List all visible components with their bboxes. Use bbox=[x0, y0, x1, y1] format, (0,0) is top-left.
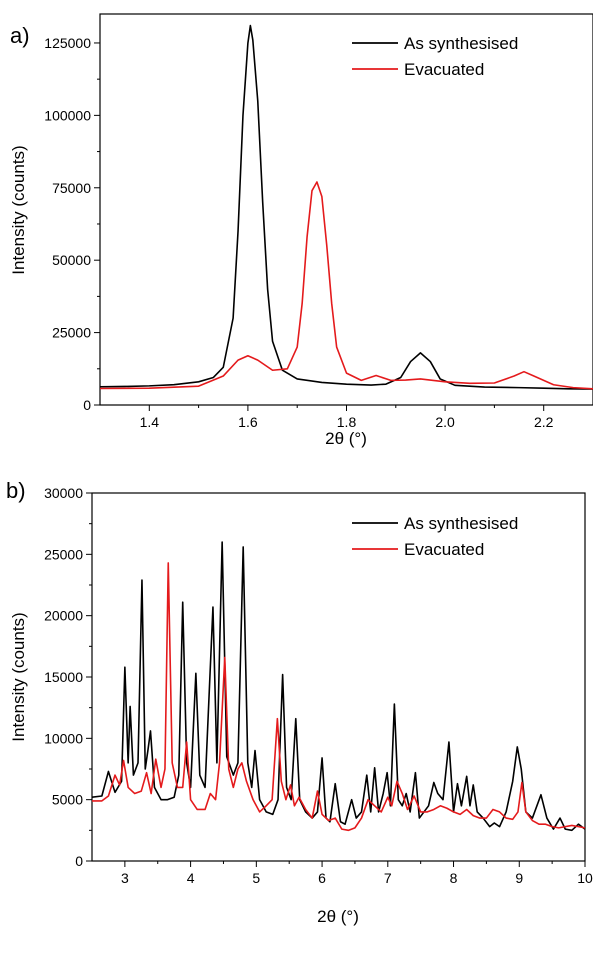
panel-a-series-evacuated bbox=[100, 181, 593, 390]
panel-a-label: a) bbox=[10, 23, 30, 48]
panel-a-legend-label-as-synthesised: As synthesised bbox=[404, 34, 518, 53]
panel-b-x-tick-label: 8 bbox=[450, 870, 458, 886]
panel-b-y-axis-label: Intensity (counts) bbox=[9, 612, 28, 741]
panel-b-curves bbox=[92, 541, 585, 832]
panel-a-curves bbox=[100, 24, 593, 390]
panel-a: a) 1.4 1.6 1.8 2.0 2.2 0 25000 50000 75000 100000… bbox=[9, 13, 593, 448]
panel-a-y-tick-label: 50000 bbox=[52, 252, 91, 268]
panel-a-series-as-synthesised bbox=[100, 24, 593, 390]
panel-a-x-tick-label: 2.2 bbox=[534, 414, 554, 430]
panel-b-x-tick-label: 3 bbox=[121, 870, 129, 886]
panel-a-y-tick-label: 75000 bbox=[52, 180, 91, 196]
panel-a-legend-label-evacuated: Evacuated bbox=[404, 60, 484, 79]
panel-b-y-tick-label: 10000 bbox=[44, 730, 83, 746]
panel-b-x-tick-label: 4 bbox=[187, 870, 195, 886]
panel-a-y-axis-label: Intensity (counts) bbox=[9, 145, 28, 274]
panel-a-plot-frame bbox=[99, 13, 593, 406]
panel-a-x-tick-label: 2.0 bbox=[435, 414, 455, 430]
panel-b-legend: As synthesised Evacuated bbox=[352, 514, 518, 559]
panel-a-y-tick-label: 100000 bbox=[44, 107, 91, 123]
panel-b: b) 3 4 5 6 7 8 9 10 0 5000 10000 15000 20000 25000 300… bbox=[6, 478, 593, 926]
panel-b-y-tick-label: 20000 bbox=[44, 608, 83, 624]
panel-b-series-as-synthesised bbox=[92, 541, 585, 832]
panel-b-x-tick-label: 6 bbox=[318, 870, 326, 886]
panel-a-x-axis-label: 2θ (°) bbox=[325, 429, 367, 448]
panel-b-y-tick-label: 25000 bbox=[44, 546, 83, 562]
panel-a-x-tick-label: 1.6 bbox=[238, 414, 258, 430]
panel-b-legend-label-as-synthesised: As synthesised bbox=[404, 514, 518, 533]
panel-a-ticks: 1.4 1.6 1.8 2.0 2.2 0 25000 50000 75000 100000 125… bbox=[44, 35, 553, 430]
panel-b-y-tick-label: 5000 bbox=[52, 792, 83, 808]
panel-a-legend: As synthesised Evacuated bbox=[352, 34, 518, 79]
panel-b-ticks: 3 4 5 6 7 8 9 10 0 5000 10000 15000 20000 25000 30000 bbox=[44, 485, 593, 886]
panel-b-x-tick-label: 7 bbox=[384, 870, 392, 886]
panel-b-series-evacuated bbox=[92, 562, 585, 832]
panel-b-x-tick-label: 10 bbox=[577, 870, 593, 886]
panel-a-y-tick-label: 0 bbox=[83, 397, 91, 413]
panel-b-x-tick-label: 9 bbox=[515, 870, 523, 886]
panel-a-y-tick-label: 25000 bbox=[52, 325, 91, 341]
panel-b-x-axis-label: 2θ (°) bbox=[317, 907, 359, 926]
panel-a-x-tick-label: 1.8 bbox=[337, 414, 357, 430]
panel-a-x-tick-label: 1.4 bbox=[140, 414, 160, 430]
panel-b-y-tick-label: 15000 bbox=[44, 669, 83, 685]
panel-b-y-tick-label: 30000 bbox=[44, 485, 83, 501]
panel-b-x-tick-label: 5 bbox=[252, 870, 260, 886]
panel-b-label: b) bbox=[6, 478, 26, 503]
panel-b-legend-label-evacuated: Evacuated bbox=[404, 540, 484, 559]
panel-b-y-tick-label: 0 bbox=[75, 853, 83, 869]
panel-a-y-tick-label: 125000 bbox=[44, 35, 91, 51]
